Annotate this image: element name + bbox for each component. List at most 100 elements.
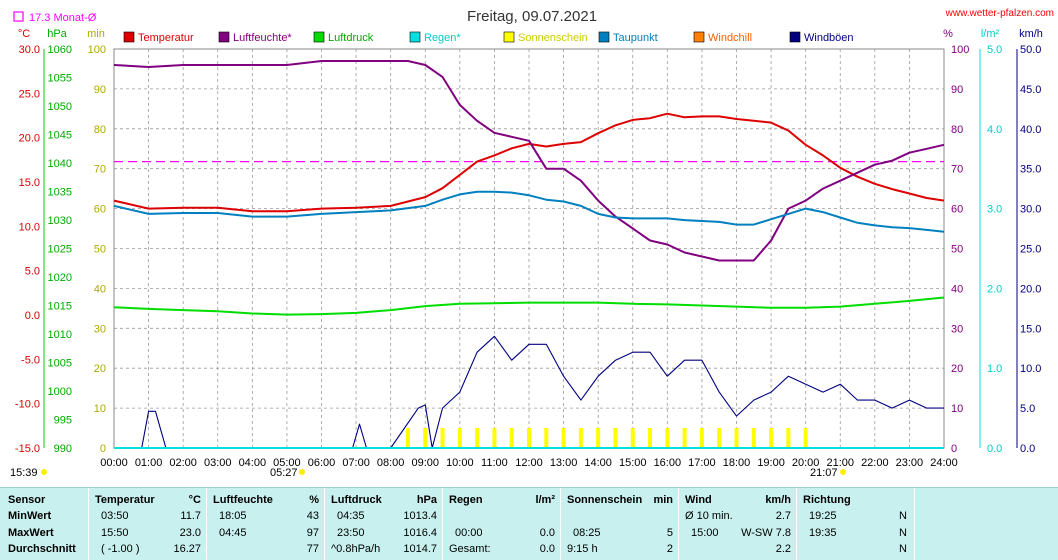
legend-swatch-3 — [409, 31, 421, 43]
humidity-axis-tick-6: 40 — [951, 283, 963, 295]
stats-hum-max-value: 97 — [306, 527, 319, 539]
x-tick-6: 06:00 — [308, 457, 336, 469]
sunshine-bar-9 — [561, 428, 566, 448]
sunrise-sun-icon — [299, 469, 305, 475]
stats-sun-avg-value: 2 — [666, 543, 673, 555]
series-line-3 — [113, 190, 945, 233]
stats-col-sunshine: Sonnenschein min 08:25 5 9:15 h 2 — [560, 488, 679, 560]
legend-label-2: Luftdruck — [328, 32, 374, 44]
x-tick-20: 20:00 — [792, 457, 820, 469]
sunshine-bar-23 — [803, 428, 808, 448]
stats-press-min-time: 04:35 — [337, 510, 365, 522]
unit-minutes: min — [87, 28, 105, 40]
stats-dir-min-value: N — [899, 510, 907, 522]
minutes-axis-tick-8: 20 — [94, 363, 106, 375]
wind-axis-tick-9: 5.0 — [1020, 403, 1035, 415]
x-tick-7: 07:00 — [342, 457, 370, 469]
stats-wind-max-value: W-SW 7.8 — [741, 527, 791, 539]
sunshine-bar-1 — [423, 428, 428, 448]
wind-axis-tick-5: 25.0 — [1020, 244, 1041, 256]
rain-axis-tick-2: 3.0 — [987, 204, 1002, 216]
temp-axis-tick-1: 25.0 — [19, 88, 40, 100]
legend-label-1: Luftfeuchte* — [233, 32, 292, 44]
sunshine-bar-21 — [769, 428, 774, 448]
x-tick-14: 14:00 — [584, 457, 612, 469]
stats-wind-title: Wind — [685, 494, 712, 506]
humidity-axis-tick-5: 50 — [951, 244, 963, 256]
chart-plot-area — [113, 60, 945, 449]
stats-row-avg: Durchschnitt — [8, 543, 76, 555]
stats-sun-title: Sonnenschein — [567, 494, 643, 506]
temp-axis-tick-4: 10.0 — [19, 221, 40, 233]
sunshine-bar-10 — [578, 428, 583, 448]
weather-chart: Freitag, 09.07.2021 www.wetter-pfalzen.c… — [10, 8, 1054, 479]
unit-pressure: hPa — [47, 28, 67, 40]
sunshine-bar-11 — [596, 428, 601, 448]
legend-label-4: Sonnenschein — [518, 32, 588, 44]
x-tick-12: 12:00 — [515, 457, 543, 469]
stats-press-max-value: 1016.4 — [403, 527, 437, 539]
temp-axis-tick-9: -15.0 — [15, 443, 40, 455]
stats-press-avg-value: 1014.7 — [403, 543, 437, 555]
sunshine-bar-20 — [751, 428, 756, 448]
legend-label-5: Taupunkt — [613, 32, 658, 44]
site-url[interactable]: www.wetter-pfalzen.com — [945, 8, 1054, 19]
pressure-axis-tick-3: 1045 — [48, 130, 72, 142]
stats-row-min: MinWert — [8, 510, 52, 522]
sunshine-bar-16 — [682, 428, 687, 448]
legend-swatch-0 — [123, 31, 135, 43]
humidity-axis-tick-8: 20 — [951, 363, 963, 375]
temp-axis-tick-2: 20.0 — [19, 133, 40, 145]
sunshine-bar-12 — [613, 428, 618, 448]
wind-axis-tick-7: 15.0 — [1020, 323, 1041, 335]
stats-rain-title: Regen — [449, 494, 483, 506]
x-tick-10: 10:00 — [446, 457, 474, 469]
pressure-axis-tick-8: 1020 — [48, 272, 72, 284]
stats-temp-max-value: 23.0 — [179, 527, 201, 539]
stats-hum-max-time: 04:45 — [219, 527, 247, 539]
temp-axis-tick-6: 0.0 — [25, 310, 40, 322]
rain-axis-tick-4: 1.0 — [987, 363, 1002, 375]
stats-sun-max-value: 5 — [666, 527, 673, 539]
minutes-axis-tick-0: 100 — [88, 44, 106, 56]
humidity-axis-tick-9: 10 — [951, 403, 963, 415]
legend-label-3: Regen* — [424, 32, 461, 44]
stats-temp-avg-value: 16.27 — [173, 543, 201, 555]
x-tick-15: 15:00 — [619, 457, 647, 469]
legend-label-7: Windböen — [804, 32, 854, 44]
month-avg-label: 17.3 Monat-Ø — [29, 12, 97, 24]
series-line-1 — [113, 60, 945, 262]
pressure-axis-tick-7: 1025 — [48, 244, 72, 256]
humidity-axis-tick-2: 80 — [951, 124, 963, 136]
pressure-axis-tick-1: 1055 — [48, 73, 72, 85]
minutes-axis-tick-4: 60 — [94, 204, 106, 216]
legend-swatch-6 — [693, 31, 705, 43]
x-tick-21: 21:00 — [826, 457, 854, 469]
sunshine-bar-2 — [440, 428, 445, 448]
stats-press-title: Luftdruck — [331, 494, 382, 506]
temp-axis-tick-3: 15.0 — [19, 177, 40, 189]
x-tick-18: 18:00 — [723, 457, 751, 469]
stats-press-unit: hPa — [416, 494, 437, 506]
rain-axis-tick-1: 4.0 — [987, 124, 1002, 136]
wind-axis-tick-4: 30.0 — [1020, 204, 1041, 216]
stats-col-temperature: Temperatur °C 03:50 11.7 15:50 23.0 ( -1… — [88, 488, 207, 560]
humidity-axis-tick-10: 0 — [951, 443, 957, 455]
x-tick-19: 19:00 — [757, 457, 785, 469]
temp-axis-tick-0: 30.0 — [19, 44, 40, 56]
stats-temp-title: Temperatur — [95, 494, 155, 506]
temp-axis-tick-8: -10.0 — [15, 399, 40, 411]
chart-axes: 30.0 25.0 20.0 15.0 10.0 5.0 0.0 -5.0 -10.0 -15.0… — [15, 44, 1042, 469]
x-tick-17: 17:00 — [688, 457, 716, 469]
sunshine-bar-3 — [457, 428, 462, 448]
x-tick-16: 16:00 — [654, 457, 682, 469]
stats-hum-title: Luftfeuchte — [213, 494, 273, 506]
legend-swatch-2 — [313, 31, 325, 43]
wind-axis-tick-1: 45.0 — [1020, 84, 1041, 96]
pressure-axis-tick-11: 1005 — [48, 358, 72, 370]
minutes-axis-tick-3: 70 — [94, 164, 106, 176]
stats-temp-min-time: 03:50 — [101, 510, 129, 522]
wind-axis-tick-6: 20.0 — [1020, 283, 1041, 295]
x-tick-8: 08:00 — [377, 457, 405, 469]
rain-axis-tick-5: 0.0 — [987, 443, 1002, 455]
